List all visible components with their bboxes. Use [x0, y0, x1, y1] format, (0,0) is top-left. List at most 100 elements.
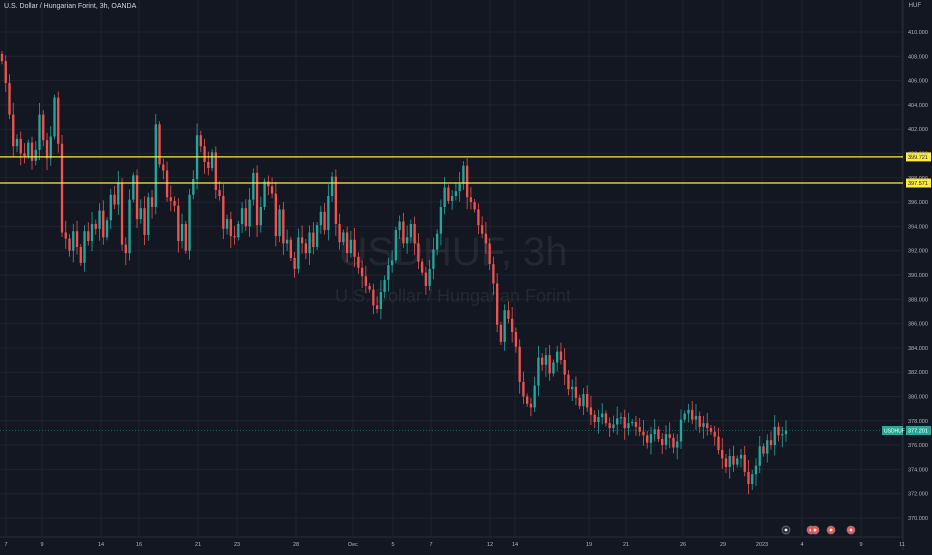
candle [383, 275, 386, 298]
candle-body [357, 256, 360, 268]
candle-body [784, 430, 788, 435]
candle-body [777, 426, 780, 436]
candle-body [691, 409, 694, 420]
candle-body [762, 446, 765, 454]
candle-body [259, 206, 262, 226]
y-tick-label: 370.000 [908, 516, 928, 522]
candle-body [623, 417, 626, 429]
candle-body [98, 210, 101, 229]
candle [94, 219, 97, 235]
candle-body [687, 409, 690, 414]
last-price-badge [906, 426, 931, 436]
candle [417, 233, 420, 270]
candle [447, 184, 450, 204]
candle [480, 216, 484, 239]
candle-body [706, 423, 709, 429]
candle [45, 132, 49, 171]
candle [687, 403, 690, 423]
candle [147, 192, 150, 241]
candle [518, 339, 521, 394]
candle-body [102, 210, 105, 238]
candle [694, 404, 698, 430]
candle-body [717, 436, 720, 450]
candle-body [514, 332, 518, 347]
candle-body [413, 223, 416, 244]
candle [304, 238, 308, 260]
candle [132, 172, 135, 203]
candle-body [724, 458, 728, 467]
candle [529, 397, 533, 417]
flag-event-icon[interactable] [810, 525, 820, 535]
candle [728, 448, 731, 479]
candle-body [751, 474, 754, 484]
candle-body [342, 232, 345, 243]
candle [428, 260, 431, 291]
candle [495, 273, 499, 333]
candle-body [597, 417, 600, 423]
candle [4, 55, 7, 92]
candle [541, 353, 544, 371]
y-tick-label: 380.000 [908, 395, 928, 401]
candle-body [743, 454, 746, 472]
candle-body [79, 247, 82, 263]
candle-body [589, 407, 593, 415]
candle-body [169, 197, 172, 201]
candle-body [199, 135, 202, 147]
candle-body [289, 239, 293, 258]
candle [315, 222, 319, 251]
flag-event-icon[interactable] [826, 525, 836, 535]
y-tick-label: 376.000 [908, 443, 928, 449]
candle-body [214, 152, 217, 190]
candle-body [462, 165, 465, 184]
candle [139, 199, 142, 224]
candle-body [158, 124, 161, 165]
candle-body [267, 181, 270, 187]
candle [87, 222, 90, 246]
candle-body [526, 396, 529, 404]
candle [338, 213, 341, 250]
candle [631, 418, 634, 427]
candle-body [631, 422, 634, 424]
candle-body [330, 176, 334, 197]
candle-body [42, 114, 45, 141]
candle-body [417, 243, 420, 262]
candle-body [758, 446, 761, 466]
candle [646, 430, 649, 449]
candle-body [94, 223, 97, 229]
x-tick-label: 9 [40, 542, 43, 548]
candle [713, 425, 716, 446]
candle-body [586, 394, 589, 408]
candle [319, 205, 323, 235]
candle-body [612, 424, 615, 429]
candle [537, 345, 540, 396]
candle-body [334, 176, 338, 224]
level-price-badge [906, 152, 931, 162]
candle-body [477, 209, 480, 226]
candle [488, 238, 491, 271]
candle-body [233, 236, 236, 238]
candle-body [68, 238, 71, 251]
candle-body [225, 219, 229, 229]
economic-event-icon[interactable] [781, 525, 791, 535]
candle [616, 406, 619, 435]
flag-event-icon[interactable] [846, 525, 856, 535]
candle-body [188, 194, 191, 251]
watermark-name: U.S. Dollar / Hungarian Forint [335, 286, 571, 306]
candle [499, 321, 503, 345]
candle-body [192, 179, 195, 195]
candle-body [90, 223, 94, 241]
candle [38, 102, 41, 161]
candle [357, 252, 360, 274]
candle [435, 229, 439, 256]
candle [222, 184, 225, 240]
candle [503, 304, 506, 351]
candle [754, 458, 758, 487]
candle [465, 158, 469, 210]
candle-body [754, 465, 758, 475]
candle-body [75, 231, 79, 248]
candle [578, 394, 581, 410]
candle-body [57, 97, 60, 144]
candle-body [420, 261, 424, 273]
